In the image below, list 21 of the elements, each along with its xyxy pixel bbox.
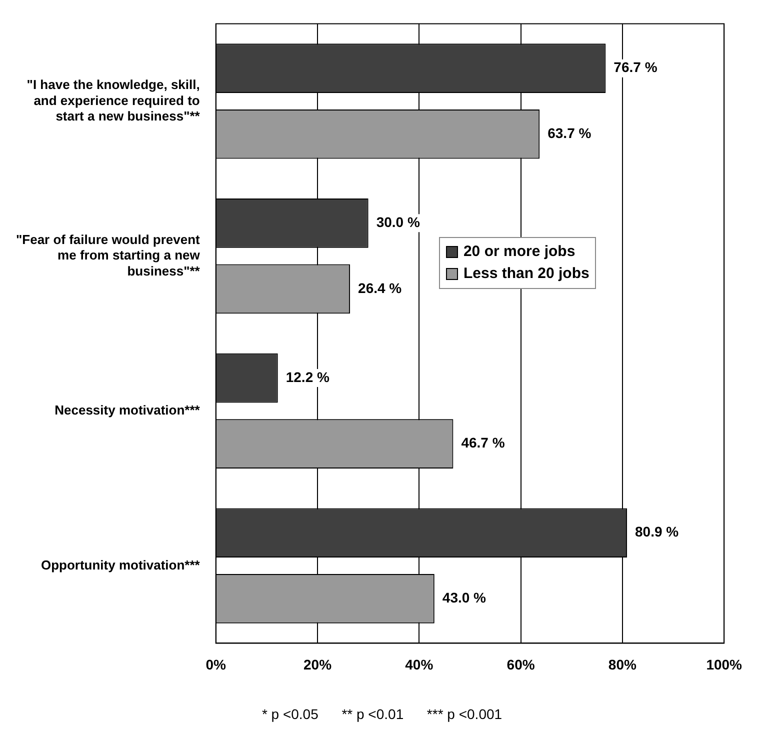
legend-label: Less than 20 jobs [463, 264, 590, 284]
x-tick-label: 100% [706, 656, 743, 672]
data-label: 80.9 % [635, 524, 680, 540]
x-tick-label: 0% [206, 656, 227, 672]
x-tick-label: 80% [608, 656, 638, 672]
x-tick-label: 40% [405, 656, 434, 672]
data-label: 76.7 % [614, 59, 658, 76]
legend-label: 20 or more jobs [463, 242, 576, 262]
y-tick-label: Opportunity motivation*** [40, 557, 201, 572]
y-tick-label: Necessity motivation*** [54, 402, 201, 418]
y-tick-label: "I have the knowledge, skill, and experience required to start a new business"** [26, 77, 201, 124]
data-label: 26.4 % [358, 280, 402, 296]
x-tick-label: 20% [303, 656, 332, 672]
data-label: 63.7 % [548, 124, 592, 141]
data-label: 12.2 % [286, 368, 330, 385]
y-tick-label: "Fear of failure would prevent me from starting a new business"** [16, 232, 201, 278]
data-label: 46.7 % [461, 434, 506, 451]
text: * p <0.05 ** p <0.01 *** p <0.001 [260, 706, 504, 722]
x-tick-label: 60% [506, 656, 536, 672]
data-label: 30.0 % [376, 214, 420, 230]
data-label: 43.0 % [442, 590, 487, 606]
